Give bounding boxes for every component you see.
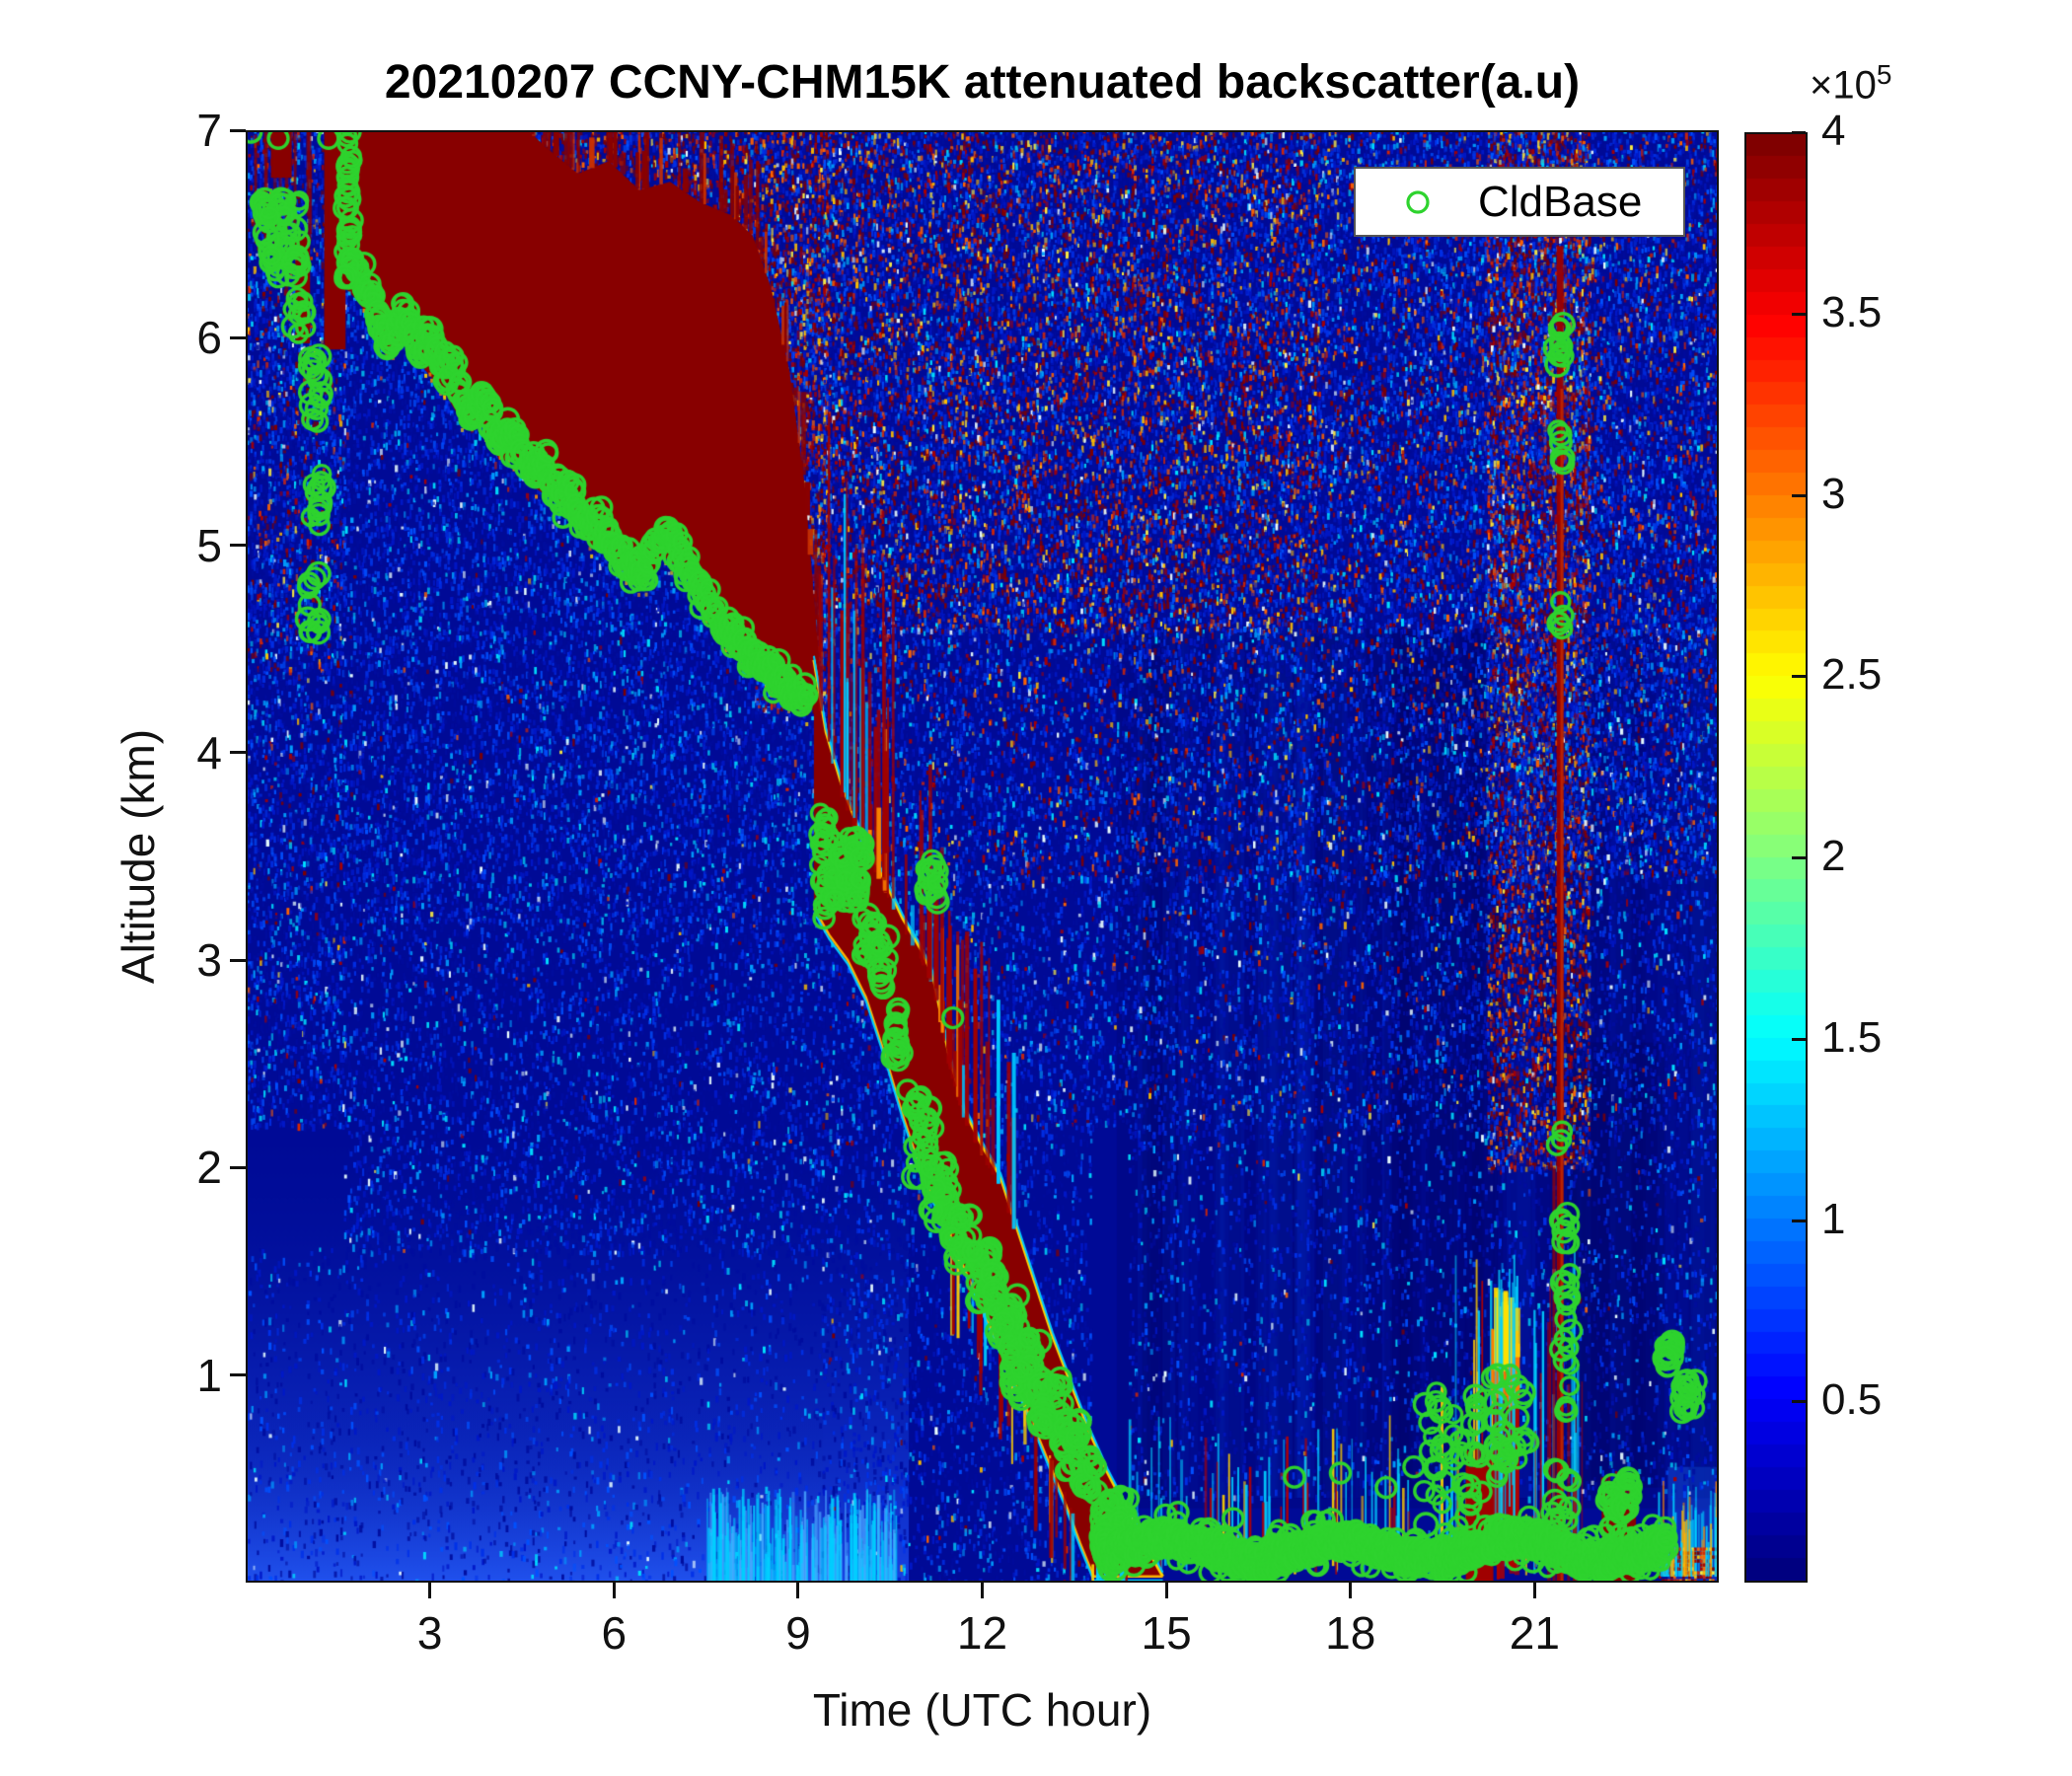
x-tick-label: 9 [785, 1607, 811, 1659]
x-tick-label: 3 [416, 1607, 443, 1659]
colorbar-tick-label: 3.5 [1821, 287, 1883, 336]
legend-label: CldBase [1478, 177, 1643, 226]
x-tick-mark [1349, 1583, 1353, 1598]
x-tick-label: 12 [956, 1607, 1008, 1659]
y-tick-mark [230, 544, 246, 548]
y-tick-label: 6 [196, 312, 222, 364]
y-tick-label: 1 [196, 1349, 222, 1401]
colorbar-tick-mark [1792, 493, 1806, 497]
x-tick-label: 15 [1141, 1607, 1192, 1659]
x-tick-mark [981, 1583, 984, 1598]
chart-title: 20210207 CCNY-CHM15K attenuated backscat… [384, 56, 1581, 109]
x-tick-label: 18 [1325, 1607, 1376, 1659]
x-tick-label: 21 [1509, 1607, 1560, 1659]
colorbar-tick-mark [1792, 1400, 1806, 1404]
cldbase-marker-icon [1406, 189, 1430, 214]
y-tick-label: 5 [196, 519, 222, 571]
x-axis-label: Time (UTC hour) [812, 1684, 1152, 1736]
colorbar-tick-mark [1792, 1219, 1806, 1222]
colorbar-tick-label: 1.5 [1821, 1012, 1883, 1062]
colorbar-tick-mark [1792, 675, 1806, 679]
colorbar-tick-label: 2.5 [1821, 650, 1883, 700]
plot-area: CldBase [246, 130, 1719, 1583]
x-tick-mark [1532, 1583, 1536, 1598]
x-tick-mark [1164, 1583, 1168, 1598]
y-tick-label: 3 [196, 934, 222, 987]
y-tick-mark [230, 1165, 246, 1169]
y-tick-label: 4 [196, 726, 222, 778]
colorbar-tick-label: 2 [1821, 832, 1846, 880]
x-tick-label: 6 [601, 1607, 628, 1659]
heatmap-canvas [248, 132, 1717, 1581]
y-tick-label: 7 [196, 105, 222, 156]
colorbar-tick-mark [1792, 312, 1806, 316]
colorbar-tick-mark [1792, 131, 1806, 134]
y-tick-mark [230, 958, 246, 962]
colorbar-tick-label: 0.5 [1821, 1375, 1883, 1425]
colorbar-tick-mark [1792, 856, 1806, 859]
colorbar-tick-mark [1792, 1037, 1806, 1041]
x-tick-mark [612, 1583, 616, 1598]
colorbar-tick-label: 1 [1821, 1194, 1846, 1243]
y-tick-label: 2 [196, 1142, 222, 1194]
colorbar-tick-label: 3 [1821, 469, 1846, 518]
legend[interactable]: CldBase [1354, 167, 1685, 237]
y-tick-mark [230, 128, 246, 132]
x-tick-mark [428, 1583, 432, 1598]
y-tick-mark [230, 751, 246, 755]
y-tick-mark [230, 335, 246, 339]
x-tick-mark [796, 1583, 800, 1598]
colorbar-tick-label: 4 [1821, 107, 1846, 155]
colorbar-exponent: ×105 [1810, 59, 1892, 108]
y-tick-mark [230, 1373, 246, 1377]
